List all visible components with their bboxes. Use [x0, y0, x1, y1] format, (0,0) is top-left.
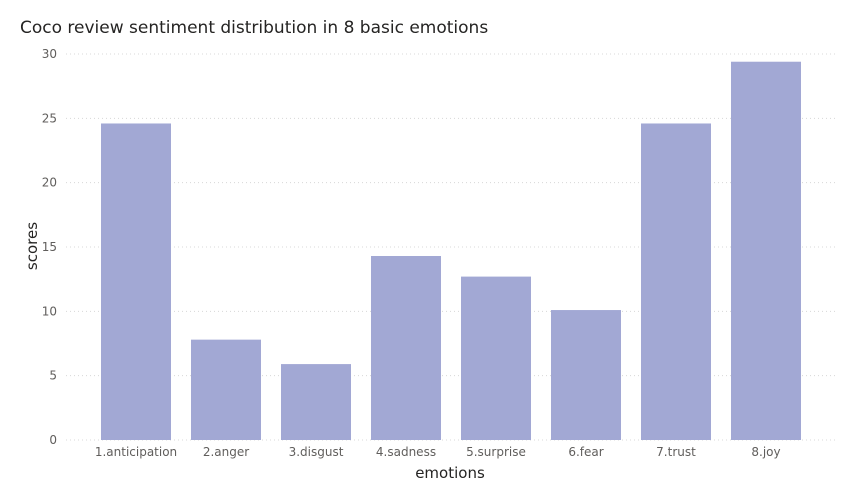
- x-tick-label: 8.joy: [751, 445, 780, 459]
- x-tick-label: 5.surprise: [466, 445, 526, 459]
- bar[interactable]: [731, 61, 801, 440]
- bar[interactable]: [641, 123, 711, 440]
- x-tick-label: 7.trust: [656, 445, 696, 459]
- gridlines: [66, 53, 835, 441]
- bar[interactable]: [191, 339, 261, 440]
- bar[interactable]: [551, 310, 621, 440]
- y-tick-label: 5: [49, 369, 57, 383]
- bar[interactable]: [281, 364, 351, 440]
- y-axis-title: scores: [23, 222, 41, 270]
- x-tick-label: 3.disgust: [289, 445, 344, 459]
- y-tick-label: 10: [42, 304, 57, 318]
- bar[interactable]: [371, 256, 441, 440]
- y-tick-label: 20: [42, 176, 57, 190]
- y-tick-label: 15: [42, 240, 57, 254]
- chart-title: Coco review sentiment distribution in 8 …: [20, 18, 489, 38]
- y-tick-label: 30: [42, 47, 57, 61]
- x-tick-label: 6.fear: [568, 445, 603, 459]
- x-axis-title: emotions: [415, 464, 485, 482]
- y-tick-label: 0: [49, 433, 57, 447]
- y-axis-ticks: 0 5 10 15 20 25 30: [42, 47, 57, 447]
- bar[interactable]: [101, 123, 171, 440]
- bar[interactable]: [461, 276, 531, 440]
- x-tick-label: 4.sadness: [376, 445, 436, 459]
- x-tick-label: 2.anger: [203, 445, 249, 459]
- y-tick-label: 25: [42, 111, 57, 125]
- x-tick-label: 1.anticipation: [95, 445, 177, 459]
- bars: [101, 61, 801, 440]
- x-axis-ticks: 1.anticipation 2.anger 3.disgust 4.sadness 5…: [95, 445, 781, 459]
